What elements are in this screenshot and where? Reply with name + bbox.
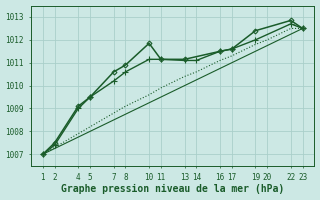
- X-axis label: Graphe pression niveau de la mer (hPa): Graphe pression niveau de la mer (hPa): [61, 184, 284, 194]
